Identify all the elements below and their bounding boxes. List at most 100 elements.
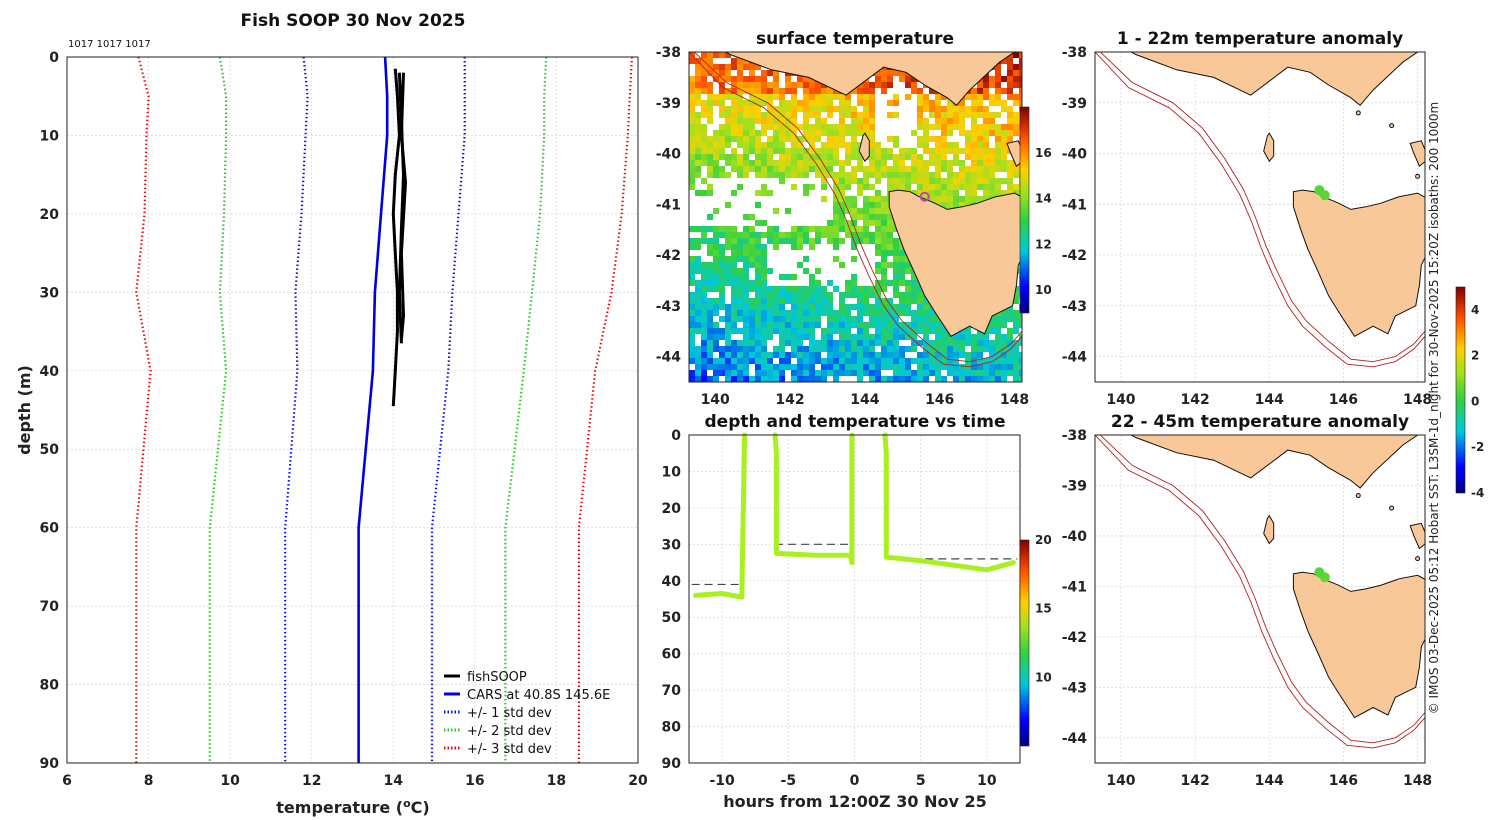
sst-pixel [959,184,965,190]
sst-pixel [893,328,899,334]
map-lon-tick: 148 [1403,392,1432,408]
sst-pixel [839,178,845,184]
sst-pixel [803,292,809,298]
sst-pixel [893,256,899,262]
map-lon-tick: 148 [1000,392,1029,408]
sst-pixel [1013,64,1019,70]
sst-pixel [779,172,785,178]
sst-pixel [689,172,695,178]
sst-pixel [923,358,929,364]
std-dev-line-std1 [284,56,309,763]
sst-pixel [935,352,941,358]
sst-pixel [983,358,989,364]
sst-pixel [731,100,737,106]
sst-pixel [851,130,857,136]
sst-pixel [689,94,695,100]
sst-pixel [1007,136,1013,142]
sst-pixel [761,310,767,316]
sst-pixel [695,304,701,310]
sst-pixel [833,214,839,220]
sst-pixel [797,370,803,376]
sst-pixel [929,88,935,94]
sst-pixel [797,286,803,292]
sst-pixel [941,166,947,172]
sst-pixel [917,370,923,376]
sst-pixel [887,346,893,352]
sst-pixel [947,340,953,346]
sst-pixel [845,202,851,208]
sst-pixel [725,334,731,340]
sst-pixel [695,262,701,268]
sst-pixel [815,154,821,160]
sst-pixel [965,196,971,202]
sst-pixel [983,124,989,130]
sst-pixel [737,310,743,316]
sst-pixel [995,112,1001,118]
sst-pixel [971,190,977,196]
sst-pixel [971,136,977,142]
sst-pixel [1007,94,1013,100]
sst-pixel [983,196,989,202]
sst-pixel [947,190,953,196]
sst-pixel [755,316,761,322]
sst-pixel [773,298,779,304]
sst-pixel [695,100,701,106]
map-lat-tick: -44 [1062,731,1088,747]
sst-pixel [725,280,731,286]
sst-pixel [743,166,749,172]
sst-pixel [743,238,749,244]
sst-pixel [1001,154,1007,160]
sst-pixel [935,184,941,190]
sst-pixel [911,298,917,304]
sst-pixel [815,118,821,124]
sst-pixel [857,226,863,232]
sst-pixel [701,232,707,238]
sst-pixel [695,76,701,82]
sst-pixel [929,370,935,376]
sst-pixel [941,340,947,346]
sst-pixel [899,250,905,256]
sst-pixel [917,340,923,346]
sst-pixel [701,190,707,196]
sst-pixel [737,160,743,166]
sst-pixel [917,118,923,124]
sst-pixel [851,346,857,352]
sst-pixel [797,82,803,88]
sst-pixel [689,262,695,268]
sst-pixel [731,262,737,268]
sst-pixel [767,154,773,160]
sst-pixel [803,268,809,274]
sst-pixel [881,238,887,244]
sst-pixel [947,100,953,106]
sst-pixel [767,106,773,112]
sst-pixel [695,124,701,130]
map-lat-tick: -42 [1062,630,1087,646]
sst-pixel [773,376,779,382]
sst-pixel [983,130,989,136]
sst-pixel [737,292,743,298]
sst-pixel [785,352,791,358]
anomaly-colorbar [1455,286,1466,494]
sst-pixel [821,88,827,94]
sst-pixel [791,286,797,292]
sst-pixel [971,178,977,184]
sst-pixel [875,250,881,256]
sst-pixel [821,334,827,340]
sst-pixel [701,70,707,76]
sst-pixel [821,94,827,100]
sst-pixel [791,352,797,358]
sst-pixel [905,304,911,310]
sst-pixel [701,82,707,88]
sst-pixel [875,76,881,82]
sst-pixel [797,172,803,178]
sst-pixel [851,364,857,370]
map-lon-tick: 140 [1106,392,1135,408]
sst-pixel [797,292,803,298]
map-lon-tick: 144 [1255,392,1284,408]
sst-pixel [839,220,845,226]
sst-pixel [743,160,749,166]
sst-pixel [893,100,899,106]
sst-pixel [737,232,743,238]
sst-pixel [785,160,791,166]
sst-pixel [905,298,911,304]
